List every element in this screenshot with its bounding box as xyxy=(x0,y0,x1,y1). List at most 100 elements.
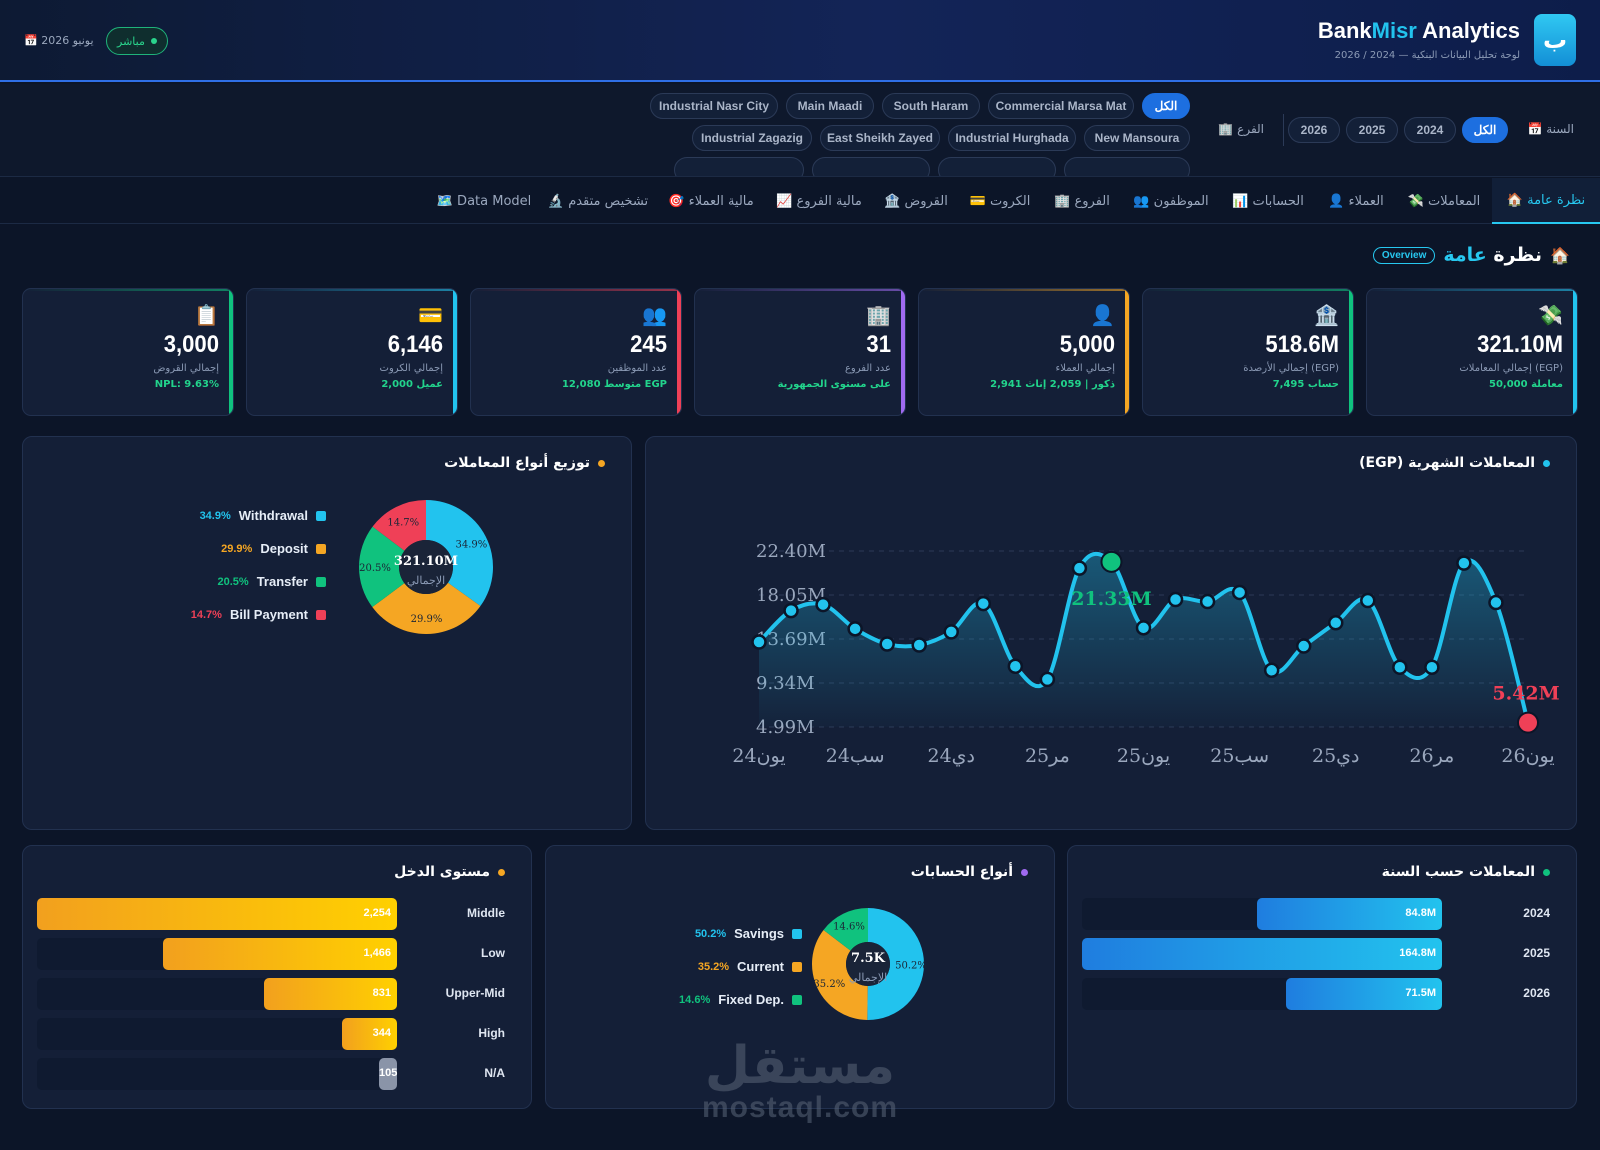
kpi-icon: 👤 xyxy=(1090,303,1115,327)
y-tick-label: 18.05M xyxy=(756,585,826,606)
year-pill-2025[interactable]: 2025 xyxy=(1346,117,1398,143)
branch-pill-overflow[interactable] xyxy=(938,157,1056,176)
data-point xyxy=(783,602,799,619)
branch-pill[interactable]: New Mansoura xyxy=(1084,125,1190,151)
slice-percent-label: 20.5% xyxy=(359,563,391,574)
tab-employees[interactable]: 👥 الموظفون xyxy=(1133,193,1209,209)
slice-percent-label: 50.2% xyxy=(895,960,927,971)
bar-category-label: Upper-Mid xyxy=(445,986,505,1000)
branch-pill[interactable]: South Haram xyxy=(882,93,980,119)
tab-transactions[interactable]: 💸 المعاملات xyxy=(1407,193,1481,209)
kpi-value: 3,000 xyxy=(163,331,219,358)
legend-item: Transfer 20.5% xyxy=(217,574,326,589)
tab-branches[interactable]: 🏢 الفروع xyxy=(1054,193,1110,209)
tab-accounts[interactable]: 📊 الحسابات xyxy=(1232,193,1304,209)
donut-center-value: 7.5K xyxy=(851,951,886,966)
legend-percent: 29.9% xyxy=(221,542,253,555)
tab-branch-finance[interactable]: 📈 مالية الفروع xyxy=(776,193,862,209)
legend-name: Bill Payment xyxy=(229,607,308,622)
data-point xyxy=(1167,591,1184,608)
donut-slice xyxy=(823,908,868,951)
branch-pill-overflow[interactable] xyxy=(674,157,804,176)
data-point xyxy=(943,624,959,640)
donut-slice xyxy=(812,929,868,1020)
bar-value-label: 71.5M xyxy=(1405,987,1436,999)
branch-pill[interactable]: Industrial Zagazig xyxy=(692,125,812,151)
bar-category-label: Middle xyxy=(467,906,505,920)
kpi-label: إجمالي القروض xyxy=(153,363,219,374)
legend-swatch xyxy=(316,510,326,521)
title-part-2: عامة xyxy=(1443,244,1487,266)
kpi-value: 245 xyxy=(630,331,667,358)
branch-pill[interactable]: Commercial Marsa Mat xyxy=(988,93,1134,119)
tab-data-model[interactable]: 🗺️ Data Model xyxy=(436,193,532,209)
slice-percent-label: 14.7% xyxy=(387,517,419,528)
tab-customer-finance[interactable]: 🎯 مالية العملاء xyxy=(668,193,754,209)
tab-customers[interactable]: 👤 العملاء xyxy=(1328,193,1384,209)
kpi-icon: 💸 xyxy=(1538,303,1563,327)
kpi-subtext: على مستوى الجمهورية xyxy=(777,379,891,390)
tab-overview[interactable]: 🏠 نظرة عامة xyxy=(1492,178,1600,224)
legend-swatch xyxy=(316,609,326,620)
year-pill-all[interactable]: الكل xyxy=(1462,117,1508,143)
transaction-types-card: توزيع أنواع المعاملات 34.9% 29.9% 20.5% 14.… xyxy=(22,436,632,830)
filter-separator xyxy=(1283,114,1284,146)
branch-pill[interactable]: Industrial Hurghada xyxy=(948,125,1076,151)
data-point xyxy=(1231,584,1248,601)
tab-cards[interactable]: 💳 الكروت xyxy=(969,193,1031,209)
bar-category-label: Low xyxy=(481,946,505,960)
branch-pill-all[interactable]: الكل xyxy=(1142,93,1190,119)
page-title: 🏠 نظرة عامة Overview xyxy=(1372,244,1570,266)
donut-slice xyxy=(372,582,481,634)
tab-advanced-diagnostics[interactable]: 🔬 تشخيص متقدم xyxy=(547,193,649,209)
overview-badge: Overview xyxy=(1372,246,1436,264)
income-card-title: مستوى الدخل xyxy=(394,864,505,880)
data-point xyxy=(1263,662,1280,679)
title-part-1: نظرة xyxy=(1493,244,1543,266)
transactions-by-year-card: المعاملات حسب السنة 2024 84.8M 2025 164.8M 2… xyxy=(1067,845,1577,1109)
filter-bar: 📅 السنة الكل 2024 2025 2026 🏢 الفرع الكل… xyxy=(0,84,1600,177)
bar-value-label: 831 xyxy=(372,987,391,999)
transaction-types-donut: 34.9% 29.9% 20.5% 14.7% 321.10M الإجمالي xyxy=(359,500,493,634)
kpi-top-line xyxy=(247,289,457,291)
x-tick-label: دي24 xyxy=(927,745,975,767)
year-pill-2024[interactable]: 2024 xyxy=(1404,117,1456,143)
bar-fill xyxy=(342,1018,397,1050)
legend-name: Transfer xyxy=(256,574,308,589)
legend-swatch xyxy=(316,543,326,554)
kpi-label: إجمالي المعاملات (EGP) xyxy=(1459,363,1563,374)
monthly-card-title: المعاملات الشهرية (EGP) xyxy=(1359,455,1550,471)
kpi-top-line xyxy=(1143,289,1353,291)
data-point xyxy=(751,634,767,650)
header-date: 📅 يونيو 2026 xyxy=(24,34,94,47)
legend-item: Savings 50.2% xyxy=(695,926,802,941)
legend-name: Deposit xyxy=(260,541,308,556)
x-tick-label: مر25 xyxy=(1025,745,1070,767)
accounts-title-text: أنواع الحسابات xyxy=(910,864,1013,880)
donut-slice xyxy=(359,526,405,608)
brand-subtitle: لوحة تحليل البيانات البنكية — 2024 / 202… xyxy=(1334,50,1520,61)
branch-pill[interactable]: Industrial Nasr City xyxy=(650,93,778,119)
branch-pill-overflow[interactable] xyxy=(1064,157,1190,176)
live-status-badge: مباشر xyxy=(106,27,168,55)
monthly-title-text: المعاملات الشهرية (EGP) xyxy=(1359,455,1535,471)
app-header: ب BankMisr Analytics لوحة تحليل البيانات… xyxy=(0,0,1600,82)
live-dot-icon xyxy=(150,38,157,44)
branch-pill-overflow[interactable] xyxy=(812,157,930,176)
kpi-label: عدد الموظفين xyxy=(607,363,667,374)
data-point xyxy=(1488,594,1504,611)
bar-row: Low 1,466 xyxy=(23,938,531,970)
tab-loans[interactable]: 🏦 القروض xyxy=(884,193,948,209)
year-pill-2026[interactable]: 2026 xyxy=(1288,117,1340,143)
branch-pill[interactable]: East Sheikh Zayed xyxy=(820,125,940,151)
title-dot-icon xyxy=(1021,868,1028,876)
branch-pill[interactable]: Main Maadi xyxy=(786,93,874,119)
bar-value-label: 164.8M xyxy=(1399,947,1436,959)
donut-hole xyxy=(846,942,890,986)
data-point xyxy=(847,621,863,637)
bar-fill xyxy=(1285,978,1442,1010)
donut-slice xyxy=(372,500,426,551)
bar-category-label: 2026 xyxy=(1523,986,1550,1000)
account-types-donut: 50.2% 35.2% 14.6% 7.5K الإجمالي xyxy=(812,908,927,1020)
bar-row: 2025 164.8M xyxy=(1068,938,1576,970)
